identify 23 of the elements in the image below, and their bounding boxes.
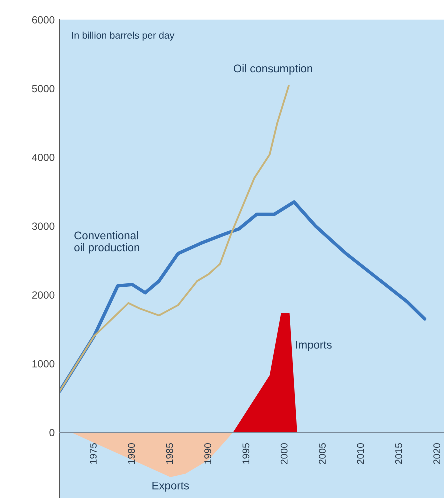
x-tick-label: 1995 bbox=[242, 443, 250, 464]
y-tick-label: 3000 bbox=[32, 222, 55, 230]
x-tick-label: 2000 bbox=[280, 443, 288, 464]
y-tick-label: 4000 bbox=[32, 154, 55, 162]
series-label: Imports bbox=[296, 341, 332, 352]
text: Oil consumption bbox=[234, 64, 312, 75]
series-label: Exports bbox=[152, 482, 190, 492]
x-tick-label: 2005 bbox=[319, 443, 326, 464]
annotation: In billion barrels per day bbox=[72, 32, 175, 41]
y-tick-label: 5000 bbox=[32, 85, 55, 93]
y-tick-label: 1000 bbox=[32, 360, 55, 368]
x-tick-label: 1990 bbox=[204, 443, 212, 464]
line-series bbox=[60, 85, 290, 392]
y-tick-label: 2000 bbox=[32, 292, 55, 299]
y-tick-label: 6000 bbox=[32, 16, 55, 24]
x-tick-label: 2015 bbox=[395, 443, 402, 464]
x-tick-label: 2020 bbox=[434, 443, 440, 464]
text: Conventional oil production bbox=[74, 231, 140, 254]
x-tick-label: 1980 bbox=[128, 443, 136, 464]
y-tick-label: 0 bbox=[50, 429, 55, 437]
x-tick-label: 2010 bbox=[357, 443, 364, 464]
x-tick-label: 1975 bbox=[90, 443, 97, 464]
x-tick-label: 1985 bbox=[166, 443, 174, 464]
